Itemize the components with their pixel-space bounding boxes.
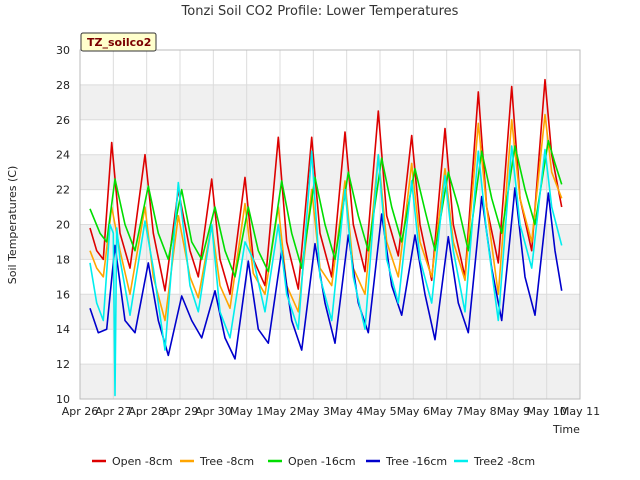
y-tick-label: 30 [56,44,70,57]
legend-label-2: Open -16cm [288,455,356,468]
y-tick-label: 28 [56,79,70,92]
plot-frame [79,49,581,400]
y-tick-label: 26 [56,114,70,127]
y-tick-label: 22 [56,184,70,197]
series-line-2 [89,139,563,278]
legend-label-1: Tree -8cm [199,455,254,468]
chart-title: Tonzi Soil CO2 Profile: Lower Temperatur… [181,4,459,19]
x-tick-label: Apr 30 [195,405,232,418]
x-tick-label: May 9 [497,405,530,418]
x-tick-label: May 4 [330,405,363,418]
plot-band [80,84,580,120]
y-tick-label: 10 [56,393,70,406]
x-tick-label: May 3 [297,405,330,418]
x-tick-label: May 8 [463,405,496,418]
y-tick-label: 18 [56,253,70,266]
plot-band [80,154,580,190]
legend-label-0: Open -8cm [112,455,173,468]
x-tick-label: Apr 26 [62,405,99,418]
legend-label-3: Tree -16cm [385,455,447,468]
series-layer [89,78,563,397]
x-tick-label: May 1 [230,405,263,418]
x-tick-label: May 7 [430,405,463,418]
plot-band [80,364,580,399]
badge-label: TZ_soilco2 [87,36,151,49]
series-line-0 [89,78,563,296]
y-tick-label: 12 [56,358,70,371]
legend-label-4: Tree2 -8cm [473,455,535,468]
x-tick-label: Apr 29 [162,405,199,418]
x-tick-label: May 5 [363,405,396,418]
y-tick-label: 14 [56,323,70,336]
x-tick-label: Apr 27 [95,405,132,418]
y-axis-title: Soil Temperatures (C) [6,166,19,285]
x-tick-label: May 11 [560,405,600,418]
legend: Open -8cm Tree -8cm Open -16cm Tree -16cm Tr… [92,455,535,468]
y-tick-label: 24 [56,149,70,162]
badge-box [80,32,157,52]
x-tick-label: Apr 28 [128,405,165,418]
badge: TZ_soilco2 [80,32,157,52]
y-tick-label: 20 [56,219,70,232]
series-line-4 [89,145,563,397]
y-tick-label: 16 [56,288,70,301]
x-axis-title: Time [552,423,580,436]
y-tick-labels: 10 12 14 16 18 20 22 24 26 28 30 [56,44,70,406]
x-tick-label: May 6 [397,405,430,418]
x-tick-label: May 10 [527,405,567,418]
x-tick-label: May 2 [263,405,296,418]
axes [79,49,581,400]
